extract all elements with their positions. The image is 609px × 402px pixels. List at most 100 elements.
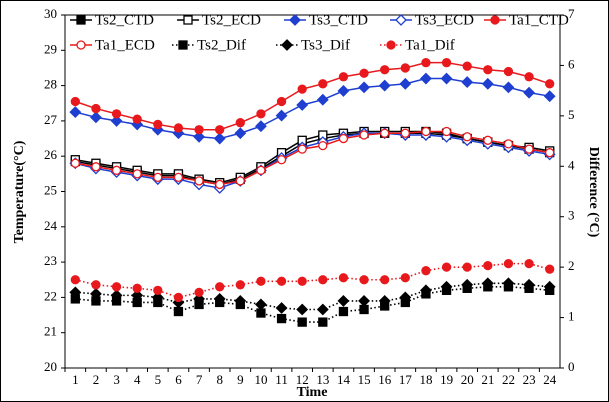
data-point xyxy=(213,132,226,145)
data-point xyxy=(481,77,494,90)
data-point xyxy=(275,302,288,314)
data-point xyxy=(70,96,80,107)
legend-marker xyxy=(281,39,293,51)
legend-marker xyxy=(289,14,301,26)
y2-tick-label: 0 xyxy=(568,359,575,374)
legend-label: Ts2_Dif xyxy=(197,37,246,53)
data-point xyxy=(483,65,493,75)
y2-tick-label: 3 xyxy=(568,208,575,223)
data-point xyxy=(378,295,391,307)
legend-label: Ta1_ECD xyxy=(95,37,155,53)
x-tick-label: 22 xyxy=(502,372,515,387)
x-tick-label: 5 xyxy=(155,372,162,387)
data-point xyxy=(276,313,287,324)
data-point xyxy=(441,262,452,272)
data-point xyxy=(524,258,534,269)
data-point xyxy=(276,155,287,165)
data-point xyxy=(400,63,410,73)
data-point xyxy=(256,276,266,286)
data-point xyxy=(483,135,493,145)
x-tick-label: 6 xyxy=(175,372,182,387)
data-point xyxy=(69,286,82,299)
data-point xyxy=(502,277,515,290)
data-point xyxy=(545,148,555,158)
y-tick-label: 20 xyxy=(44,359,57,374)
data-point xyxy=(462,262,472,272)
y-tick-label: 22 xyxy=(44,288,57,303)
data-point xyxy=(524,144,534,154)
data-point xyxy=(441,58,452,68)
data-point xyxy=(440,280,453,293)
data-point xyxy=(153,119,163,130)
x-tick-label: 4 xyxy=(134,372,141,387)
data-point xyxy=(234,295,247,307)
data-point xyxy=(90,111,102,124)
legend-label: Ts2_CTD xyxy=(95,12,154,28)
x-tick-label: 14 xyxy=(337,372,351,387)
data-point xyxy=(111,282,122,292)
x-tick-label: 10 xyxy=(254,372,267,387)
x-tick-label: 2 xyxy=(93,372,100,387)
data-point xyxy=(297,84,307,94)
data-point xyxy=(358,81,370,94)
y2-tick-label: 5 xyxy=(568,107,575,122)
data-point xyxy=(131,289,144,302)
data-point xyxy=(235,176,245,186)
data-point xyxy=(421,58,431,68)
data-point xyxy=(276,96,287,107)
data-point xyxy=(194,125,204,135)
x-tick-label: 7 xyxy=(196,372,203,387)
legend-label: Ta1_CTD xyxy=(509,12,569,28)
data-point xyxy=(173,172,184,183)
data-point xyxy=(524,72,534,82)
data-point xyxy=(380,128,390,138)
data-point xyxy=(338,133,349,144)
data-point xyxy=(543,90,556,103)
x-tick-label: 24 xyxy=(543,372,557,387)
legend-marker xyxy=(395,14,407,26)
data-point xyxy=(132,169,142,179)
data-point xyxy=(358,295,370,307)
y2-tick-label: 1 xyxy=(568,309,575,324)
y-tick-label: 25 xyxy=(44,182,57,197)
data-point xyxy=(337,84,350,97)
x-tick-label: 21 xyxy=(481,372,494,387)
data-point xyxy=(90,287,102,300)
legend-label: Ts2_ECD xyxy=(202,12,261,28)
data-point xyxy=(213,292,226,305)
x-tick-label: 12 xyxy=(296,372,309,387)
data-point xyxy=(545,79,555,89)
data-point xyxy=(110,114,123,127)
data-point xyxy=(400,128,410,138)
data-point xyxy=(462,132,472,142)
legend-label: Ts3_ECD xyxy=(415,12,474,28)
data-point xyxy=(296,303,309,316)
data-point xyxy=(400,273,410,283)
data-point xyxy=(194,287,204,298)
data-point xyxy=(194,176,204,186)
legend-marker xyxy=(183,15,193,25)
data-point xyxy=(399,77,412,90)
data-point xyxy=(111,109,122,119)
data-point xyxy=(256,109,266,119)
data-point xyxy=(275,109,288,122)
data-point xyxy=(461,278,474,291)
data-point xyxy=(153,285,163,295)
x-tick-label: 15 xyxy=(358,372,371,387)
x-tick-label: 17 xyxy=(399,372,413,387)
data-point xyxy=(297,317,307,327)
y-tick-label: 29 xyxy=(44,41,57,56)
data-point xyxy=(215,282,225,292)
y2-tick-label: 7 xyxy=(568,6,575,21)
data-point xyxy=(151,291,164,304)
data-point xyxy=(297,144,307,154)
legend-label: Ta1_Dif xyxy=(405,37,455,53)
y2-axis-title: Difference (°C) xyxy=(586,147,601,238)
legend-marker xyxy=(386,40,396,50)
x-tick-label: 3 xyxy=(113,372,120,387)
data-point xyxy=(255,298,267,311)
x-tick-label: 9 xyxy=(237,372,244,387)
y-tick-label: 27 xyxy=(44,112,58,127)
x-tick-label: 8 xyxy=(216,372,223,387)
data-point xyxy=(359,68,369,78)
